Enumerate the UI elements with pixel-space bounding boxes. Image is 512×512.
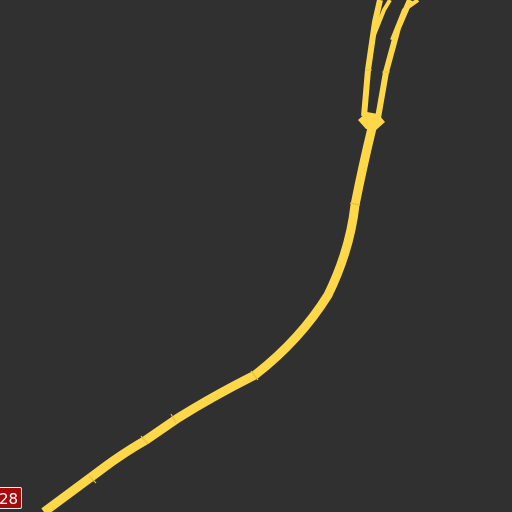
road-segment-ticks	[88, 202, 361, 484]
ramp-mid-left	[370, 0, 392, 41]
ramp-mid-right	[390, 0, 420, 41]
ramp-branches	[361, 0, 420, 119]
ramp-ticks	[365, 69, 390, 73]
highway-road	[41, 126, 377, 512]
ramp-left	[361, 0, 383, 117]
route-shield-label: 28	[0, 490, 19, 508]
route-shield-badge[interactable]: 28	[0, 487, 23, 509]
